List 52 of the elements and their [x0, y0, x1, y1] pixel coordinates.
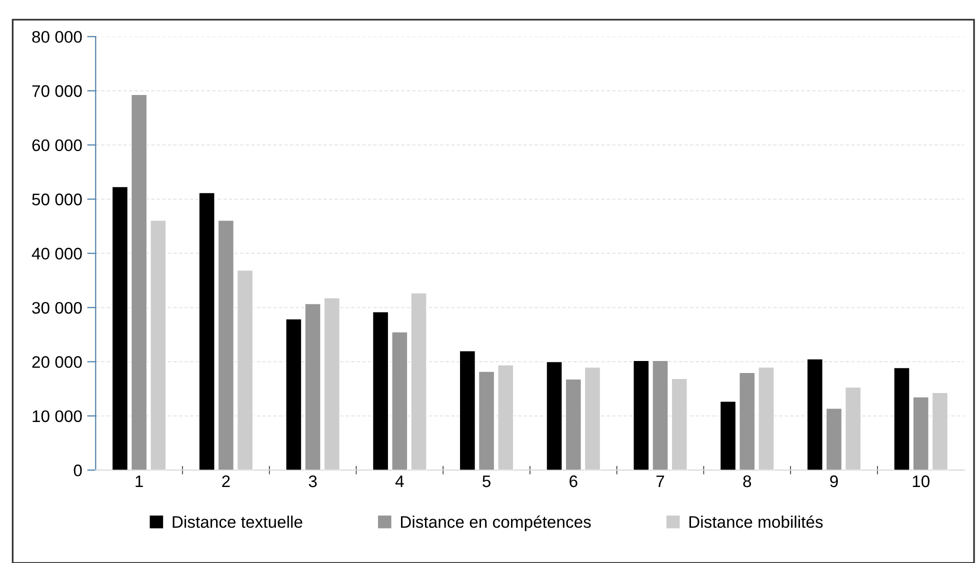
bar — [671, 378, 688, 470]
x-tick-label: 9 — [830, 475, 838, 488]
bar — [932, 392, 948, 470]
y-tick-label: 80 000 — [32, 30, 82, 43]
y-tick-label: 20 000 — [32, 356, 82, 368]
x-tick-label: 2 — [222, 475, 230, 488]
bar — [130, 94, 148, 470]
bar — [150, 220, 166, 470]
y-tick-label: 70 000 — [32, 85, 82, 97]
bar — [826, 408, 842, 470]
bar — [584, 366, 601, 470]
bar — [652, 360, 668, 470]
legend-label: Distance mobilités — [689, 515, 823, 528]
legend-label: Distance textuelle — [172, 516, 302, 528]
y-tick-label: 0 — [74, 464, 82, 476]
bar — [894, 367, 910, 470]
bar — [565, 378, 582, 470]
bar — [632, 360, 650, 470]
x-tick-label: 10 — [912, 475, 930, 488]
bar — [372, 311, 389, 470]
legend-label: Distance en compétences — [401, 515, 591, 532]
bar — [198, 192, 216, 470]
x-tick-label: 4 — [395, 476, 404, 488]
bar — [236, 270, 254, 470]
bar — [738, 372, 756, 470]
y-tick-label: 30 000 — [32, 302, 82, 314]
y-tick-label: 50 000 — [32, 194, 82, 206]
x-tick-label: 6 — [570, 475, 578, 488]
bar — [410, 292, 428, 470]
x-tick-label: 3 — [308, 475, 317, 488]
bar — [844, 386, 862, 470]
bar — [459, 350, 476, 470]
y-tick-label: 60 000 — [32, 139, 82, 152]
bar — [304, 303, 322, 470]
bar — [285, 318, 302, 470]
bar — [912, 396, 930, 470]
bar — [806, 358, 824, 470]
y-tick-label: 10 000 — [32, 410, 82, 422]
bar — [497, 364, 514, 470]
bar — [546, 361, 563, 470]
bar — [391, 332, 408, 470]
bar — [112, 186, 128, 470]
y-tick-label: 40 000 — [32, 248, 82, 260]
bar — [478, 371, 495, 470]
bar — [758, 366, 774, 470]
x-tick-label: 8 — [743, 475, 752, 488]
x-tick-label: 7 — [656, 476, 664, 488]
bar — [720, 400, 736, 470]
x-tick-label: 5 — [482, 476, 490, 488]
x-tick-label: 1 — [136, 476, 143, 488]
bar — [218, 220, 234, 470]
bar — [324, 297, 340, 470]
